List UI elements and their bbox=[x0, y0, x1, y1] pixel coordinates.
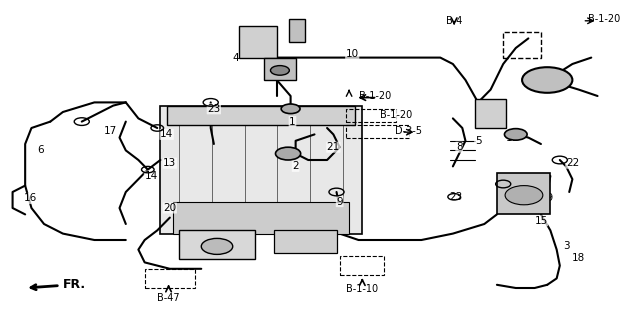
Bar bbox=[173, 202, 349, 234]
Text: 6: 6 bbox=[38, 145, 44, 156]
Bar bbox=[160, 106, 362, 234]
Text: 21: 21 bbox=[326, 142, 340, 152]
Text: 11: 11 bbox=[506, 132, 520, 143]
Text: 9: 9 bbox=[337, 196, 343, 207]
Bar bbox=[264, 58, 296, 80]
Text: 3: 3 bbox=[563, 241, 569, 252]
Text: 23: 23 bbox=[449, 192, 463, 202]
Text: 22: 22 bbox=[565, 158, 579, 168]
Circle shape bbox=[504, 129, 527, 140]
Circle shape bbox=[522, 67, 572, 93]
Bar bbox=[346, 125, 409, 138]
Text: 18: 18 bbox=[572, 252, 586, 263]
Circle shape bbox=[276, 147, 301, 160]
Text: FR.: FR. bbox=[31, 278, 86, 291]
Text: 5: 5 bbox=[475, 136, 481, 146]
Bar bbox=[340, 256, 384, 275]
Text: D-3-5: D-3-5 bbox=[396, 126, 422, 136]
Text: B-47: B-47 bbox=[157, 293, 180, 303]
Text: 17: 17 bbox=[103, 126, 117, 136]
Text: 14: 14 bbox=[160, 129, 174, 140]
Text: 10: 10 bbox=[346, 49, 359, 60]
Text: B-1-20: B-1-20 bbox=[380, 110, 413, 120]
Text: 19: 19 bbox=[540, 193, 554, 204]
Bar bbox=[179, 230, 255, 259]
Text: 14: 14 bbox=[144, 171, 158, 181]
Text: 1: 1 bbox=[289, 116, 296, 127]
Text: 16: 16 bbox=[23, 193, 37, 204]
Circle shape bbox=[270, 66, 289, 75]
Bar bbox=[145, 269, 195, 288]
Bar bbox=[239, 26, 277, 58]
Text: 12: 12 bbox=[254, 46, 268, 56]
Text: B-1-20: B-1-20 bbox=[359, 91, 392, 101]
Bar bbox=[289, 19, 305, 42]
Text: 13: 13 bbox=[163, 158, 177, 168]
Text: 23: 23 bbox=[207, 104, 221, 114]
Circle shape bbox=[281, 104, 300, 114]
Bar bbox=[167, 106, 355, 125]
Bar bbox=[346, 109, 396, 122]
Text: B-1-20: B-1-20 bbox=[587, 14, 620, 24]
Text: 4: 4 bbox=[233, 52, 239, 63]
Text: B-1-10: B-1-10 bbox=[346, 284, 379, 294]
Text: 15: 15 bbox=[534, 216, 548, 226]
Bar bbox=[503, 32, 541, 58]
Bar bbox=[497, 173, 550, 214]
Text: 8: 8 bbox=[456, 142, 462, 152]
Text: 2: 2 bbox=[292, 161, 299, 172]
Text: B-4: B-4 bbox=[446, 16, 462, 26]
Circle shape bbox=[201, 238, 233, 254]
Bar bbox=[274, 230, 337, 253]
Bar bbox=[475, 99, 506, 128]
Text: 20: 20 bbox=[164, 203, 176, 213]
Text: 7: 7 bbox=[500, 177, 506, 188]
Circle shape bbox=[505, 186, 543, 205]
